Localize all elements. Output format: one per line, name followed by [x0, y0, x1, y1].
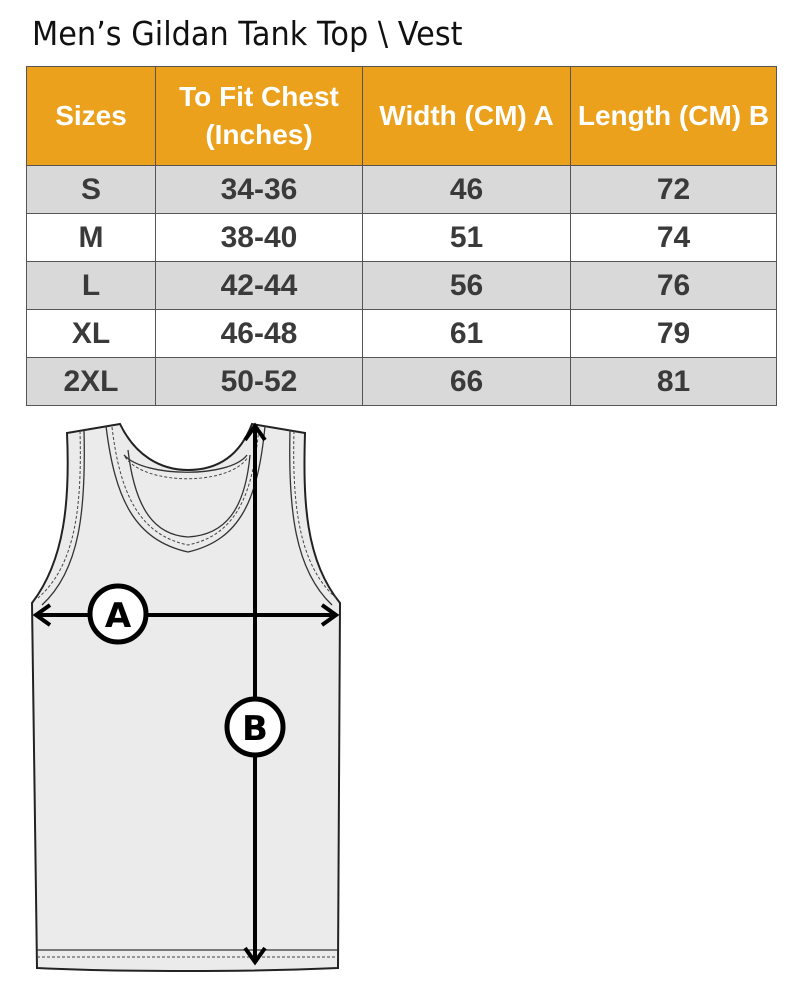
width-cell: 61	[362, 309, 571, 358]
stitch-lines	[37, 426, 338, 958]
chest-cell: 50-52	[155, 357, 363, 406]
label-b-circle: B	[224, 696, 286, 758]
length-cell: 72	[570, 165, 777, 214]
width-arrowheads	[32, 603, 340, 627]
length-cell: 74	[570, 213, 777, 262]
table-row: L 42-44 56 76	[26, 261, 777, 310]
tank-top-outline	[30, 422, 342, 972]
chest-cell: 46-48	[155, 309, 363, 358]
label-a-circle: A	[87, 583, 149, 645]
seam-lines	[37, 425, 338, 951]
label-b: B	[242, 709, 268, 749]
header-row: Sizes To Fit Chest (Inches) Width (CM) A…	[26, 66, 777, 166]
length-cell: 81	[570, 357, 777, 406]
width-cell: 66	[362, 357, 571, 406]
label-a: A	[105, 596, 132, 636]
header-sizes: Sizes	[26, 66, 156, 166]
width-cell: 46	[362, 165, 571, 214]
chest-cell: 42-44	[155, 261, 363, 310]
table-row: 2XL 50-52 66 81	[26, 357, 777, 406]
table-row: XL 46-48 61 79	[26, 309, 777, 358]
length-cell: 76	[570, 261, 777, 310]
size-cell: S	[26, 165, 156, 214]
width-cell: 51	[362, 213, 571, 262]
header-width: Width (CM) A	[362, 66, 571, 166]
size-cell: M	[26, 213, 156, 262]
size-cell: XL	[26, 309, 156, 358]
length-cell: 79	[570, 309, 777, 358]
width-cell: 56	[362, 261, 571, 310]
chest-cell: 38-40	[155, 213, 363, 262]
length-arrowheads	[243, 422, 267, 966]
size-table: Sizes To Fit Chest (Inches) Width (CM) A…	[26, 66, 777, 406]
page-title: Men’s Gildan Tank Top \ Vest	[32, 14, 463, 53]
header-chest: To Fit Chest (Inches)	[155, 66, 363, 166]
header-length: Length (CM) B	[570, 66, 777, 166]
measurement-arrows	[32, 422, 340, 966]
table-row: M 38-40 51 74	[26, 213, 777, 262]
